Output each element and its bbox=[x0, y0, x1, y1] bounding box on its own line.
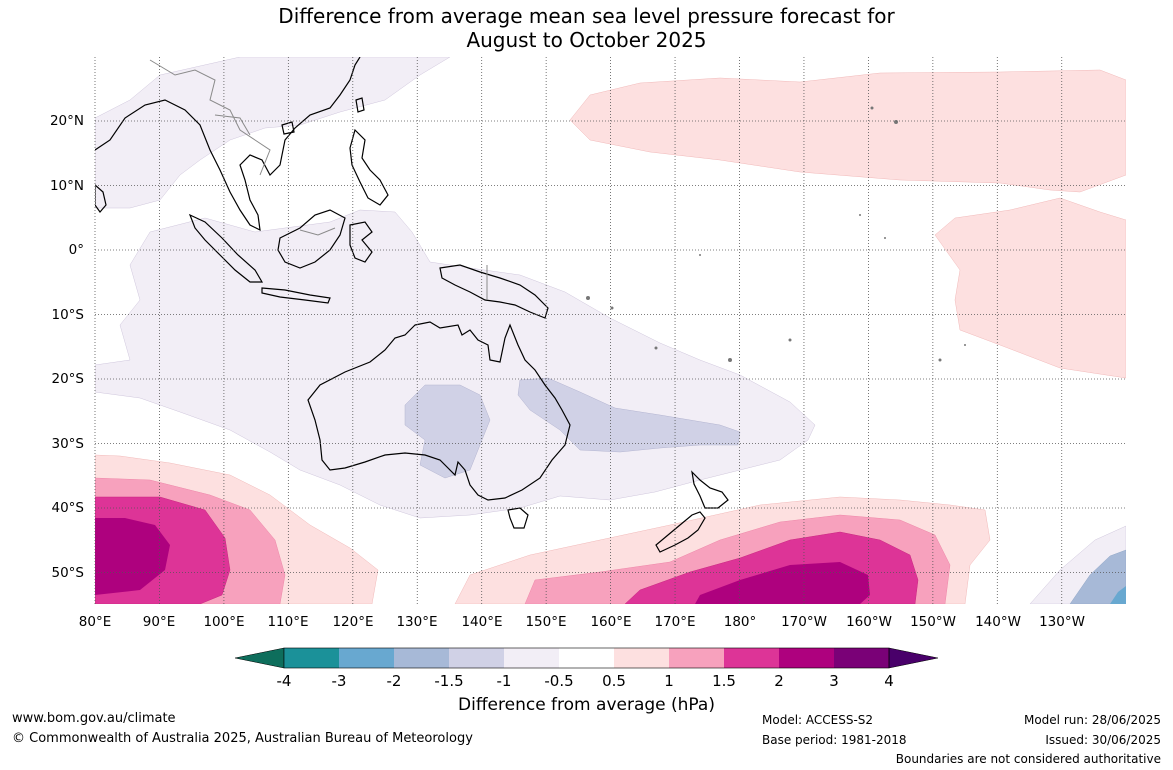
pacific-islands bbox=[586, 106, 966, 362]
java-coastline bbox=[261, 287, 331, 304]
colorbar-tick-label: -3 bbox=[332, 672, 347, 690]
title-line-2: August to October 2025 bbox=[466, 28, 707, 52]
colorbar-tick-label: 1 bbox=[664, 672, 674, 690]
lat-label-10n: 10°N bbox=[50, 178, 84, 194]
borneo-border bbox=[299, 227, 336, 236]
colorbar-tick-label: -2 bbox=[387, 672, 402, 690]
colorbar-min-extension bbox=[234, 647, 285, 669]
website-link[interactable]: www.bom.gov.au/climate bbox=[12, 711, 176, 726]
mainland-borders bbox=[149, 59, 271, 176]
lon-label-160e: 160°E bbox=[590, 614, 631, 630]
model-name: Model: ACCESS-S2 bbox=[762, 713, 874, 727]
anomaly-region-southeast-pacific-2 bbox=[1069, 549, 1126, 604]
colorbar-bin-2 bbox=[339, 648, 394, 668]
lat-label-0: 0° bbox=[69, 242, 84, 258]
boundaries-disclaimer: Boundaries are not considered authoritat… bbox=[895, 752, 1161, 766]
lat-label-20s: 20°S bbox=[52, 371, 85, 387]
colorbar-bin-6 bbox=[559, 648, 614, 668]
lon-label-150w: 150°W bbox=[910, 614, 956, 630]
lon-label-130w: 130°W bbox=[1039, 614, 1085, 630]
philippines-coastline bbox=[349, 128, 389, 206]
colorbar-tick-label: -0.5 bbox=[544, 672, 573, 690]
colorbar-tick-label: -1.5 bbox=[434, 672, 463, 690]
anomaly-region-north-pacific bbox=[569, 69, 1126, 193]
lon-label-170e: 170°E bbox=[654, 614, 695, 630]
copyright-notice: © Commonwealth of Australia 2025, Austra… bbox=[12, 731, 473, 746]
lon-label-120e: 120°E bbox=[332, 614, 373, 630]
pressure-anomaly-fields bbox=[95, 57, 1126, 604]
colorbar-bin-1 bbox=[284, 648, 339, 668]
colorbar-tick-label: 1.5 bbox=[712, 672, 736, 690]
country-borders bbox=[149, 59, 488, 300]
lon-label-90e: 90°E bbox=[143, 614, 175, 630]
lon-label-150e: 150°E bbox=[525, 614, 566, 630]
colorbar-tick-label: -4 bbox=[277, 672, 292, 690]
lat-label-20n: 20°N bbox=[50, 113, 84, 129]
lat-label-30s: 30°S bbox=[52, 436, 85, 452]
colorbar-tick-label: 4 bbox=[884, 672, 894, 690]
lat-label-50s: 50°S bbox=[52, 565, 85, 581]
colorbar-tick-label: 3 bbox=[829, 672, 839, 690]
colorbar-tick-labels: -4 -3 -2 -1.5 -1 -0.5 0.5 1 1.5 2 3 4 bbox=[277, 672, 894, 690]
lon-label-140e: 140°E bbox=[461, 614, 502, 630]
tasmania-coastline bbox=[507, 507, 529, 529]
issued-date: Issued: 30/06/2025 bbox=[1045, 733, 1161, 747]
colorbar-title: Difference from average (hPa) bbox=[458, 695, 715, 715]
lon-label-140w: 140°W bbox=[975, 614, 1021, 630]
sulawesi-coastline bbox=[349, 221, 373, 263]
lat-label-10s: 10°S bbox=[52, 307, 85, 323]
base-period: Base period: 1981-2018 bbox=[762, 733, 907, 747]
anomaly-region-southeast-pacific-3 bbox=[1110, 586, 1126, 604]
colorbar-bin-7 bbox=[614, 648, 669, 668]
lon-label-130e: 130°E bbox=[396, 614, 437, 630]
sri-lanka-coastline bbox=[95, 184, 107, 213]
colorbar-max-extension bbox=[888, 647, 939, 669]
colorbar-tick-label: 0.5 bbox=[602, 672, 626, 690]
colorbar-bin-8 bbox=[669, 648, 724, 668]
colorbar-bin-11 bbox=[834, 648, 889, 668]
lon-labels: 80°E 90°E 100°E 110°E 120°E 130°E 140°E … bbox=[79, 614, 1085, 630]
anomaly-region-south-pacific-4 bbox=[695, 562, 870, 604]
model-run-date: Model run: 28/06/2025 bbox=[1023, 713, 1161, 727]
colorbar-bin-10 bbox=[779, 648, 834, 668]
lon-label-110e: 110°E bbox=[267, 614, 308, 630]
graticule bbox=[94, 57, 1126, 604]
colorbar-tick-label: -1 bbox=[497, 672, 512, 690]
anomaly-region-equatorial-east-pacific bbox=[934, 197, 1126, 379]
colorbar-bin-9 bbox=[724, 648, 779, 668]
new-guinea-coastline bbox=[439, 264, 549, 319]
colorbar-bin-5 bbox=[504, 648, 559, 668]
colorbar: -4 -3 -2 -1.5 -1 -0.5 0.5 1 1.5 2 3 4 bbox=[234, 647, 939, 690]
colorbar-bin-4 bbox=[449, 648, 504, 668]
coastlines bbox=[95, 57, 729, 553]
asia-coastline bbox=[95, 57, 361, 232]
colorbar-bin-3 bbox=[394, 648, 449, 668]
lat-labels: 20°N 10°N 0° 10°S 20°S 30°S 40°S 50°S bbox=[50, 113, 84, 581]
lon-label-180: 180° bbox=[724, 614, 757, 630]
lon-label-160w: 160°W bbox=[846, 614, 892, 630]
map-title: Difference from average mean sea level p… bbox=[0, 4, 1173, 52]
lon-label-80e: 80°E bbox=[79, 614, 111, 630]
lon-label-170w: 170°W bbox=[781, 614, 827, 630]
colorbar-tick-label: 2 bbox=[774, 672, 784, 690]
taiwan-coastline bbox=[355, 97, 365, 113]
anomaly-region-central-australia bbox=[404, 384, 491, 479]
borneo-coastline bbox=[277, 209, 346, 269]
anomaly-region-coral-sea bbox=[517, 377, 741, 453]
title-line-1: Difference from average mean sea level p… bbox=[278, 4, 895, 28]
lat-label-40s: 40°S bbox=[52, 500, 85, 516]
new-zealand-coastline bbox=[655, 470, 729, 553]
lon-label-100e: 100°E bbox=[203, 614, 244, 630]
australia-coastline bbox=[307, 321, 571, 501]
anomaly-region-south-china-sea bbox=[95, 57, 451, 209]
anomaly-region-southwest-indian-4 bbox=[95, 518, 170, 595]
sumatra-coastline bbox=[188, 213, 264, 283]
